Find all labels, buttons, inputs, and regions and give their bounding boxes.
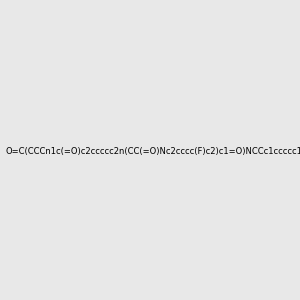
Text: O=C(CCCn1c(=O)c2ccccc2n(CC(=O)Nc2cccc(F)c2)c1=O)NCCc1ccccc1: O=C(CCCn1c(=O)c2ccccc2n(CC(=O)Nc2cccc(F)…	[5, 147, 300, 156]
